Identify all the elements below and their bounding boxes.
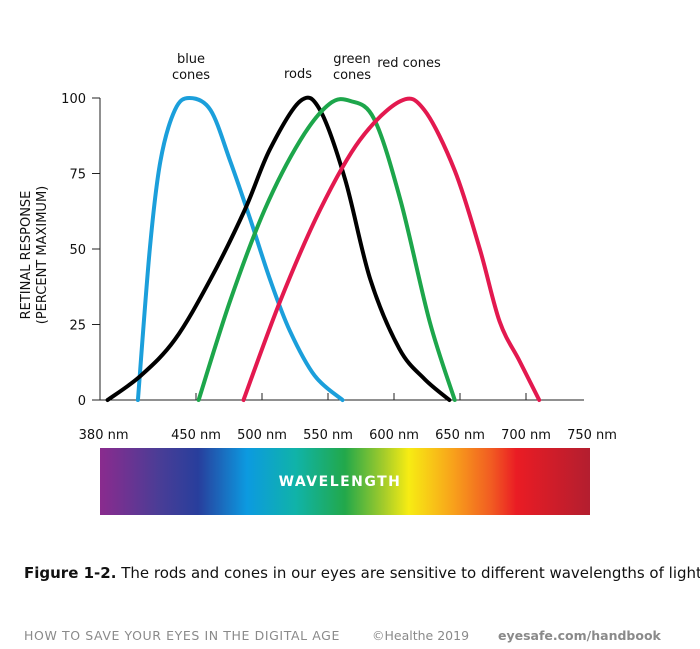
footer-title: HOW TO SAVE YOUR EYES IN THE DIGITAL AGE	[24, 628, 340, 643]
x-tick-label: 600 nm	[369, 428, 419, 443]
y-tick-label: 25	[69, 319, 86, 334]
x-tick-label: 750 nm	[567, 428, 617, 443]
series-line	[105, 95, 452, 402]
footer-copyright: ©Healthe 2019	[372, 628, 469, 643]
footer-url: eyesafe.com/handbook	[498, 628, 662, 643]
spectrum-bar	[100, 448, 590, 515]
y-tick-label: 75	[69, 168, 86, 183]
x-tick-label: 700 nm	[501, 428, 551, 443]
series-line	[241, 96, 542, 402]
y-tick-label: 0	[78, 394, 86, 409]
caption-text: The rods and cones in our eyes are sensi…	[120, 564, 700, 582]
series-label: rods	[283, 67, 313, 82]
x-tick-label: 500 nm	[237, 428, 287, 443]
x-tick-label: 650 nm	[435, 428, 485, 443]
series-line	[135, 96, 345, 402]
y-tick-label: 100	[61, 92, 86, 107]
y-tick-label: 50	[69, 243, 86, 258]
x-tick-label: 450 nm	[171, 428, 221, 443]
caption: Figure 1-2. The rods and cones in our ey…	[24, 564, 700, 582]
series-label: red cones	[377, 56, 441, 71]
series-line	[196, 97, 457, 402]
y-axis-label: RETINAL RESPONSE	[19, 191, 34, 320]
spectrum-label: WAVELENGTH	[279, 474, 402, 490]
series-label: green cones	[332, 52, 372, 83]
x-tick-label: 380 nm	[79, 428, 129, 443]
y-axis-label: (PERCENT MAXIMUM)	[35, 186, 50, 324]
x-tick-label: 550 nm	[303, 428, 353, 443]
series-label: blue cones	[171, 52, 211, 83]
caption-label: Figure 1-2.	[24, 564, 116, 582]
